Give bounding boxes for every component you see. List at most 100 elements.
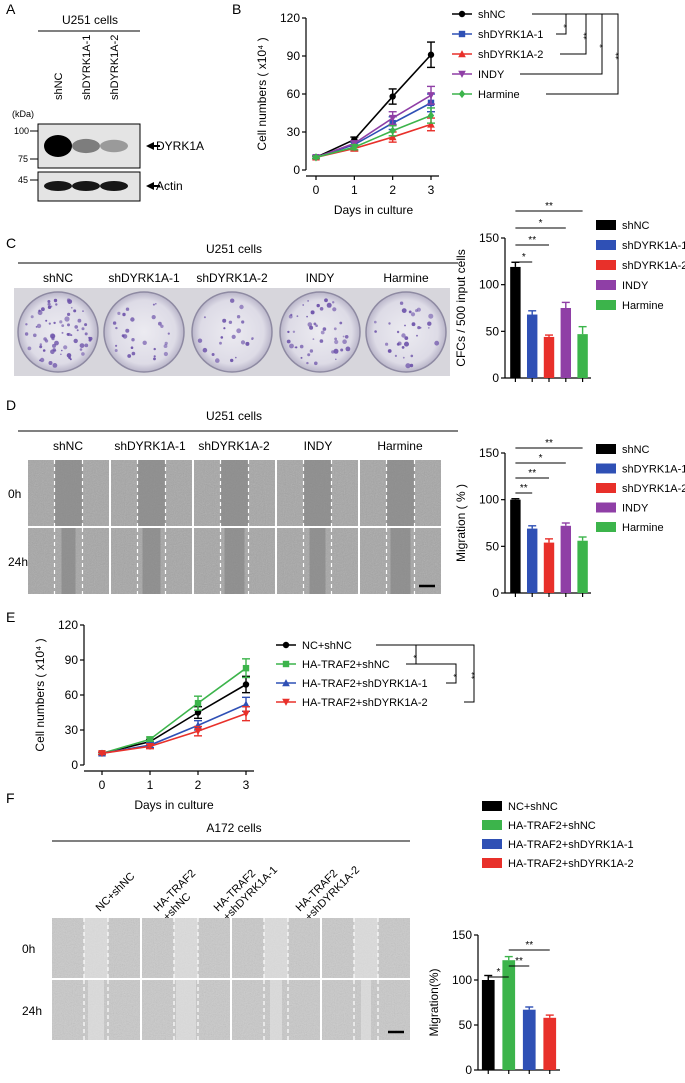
chart-b-y-tick-label: 90 bbox=[287, 49, 301, 63]
chart-e-series-nc-shnc-point bbox=[242, 681, 250, 688]
chart-f-legend-ha-traf2-shnc-swatch bbox=[482, 820, 502, 830]
colony-dot bbox=[24, 332, 29, 336]
colony-dot bbox=[41, 307, 45, 312]
colony-dot bbox=[33, 333, 37, 338]
colony-dot bbox=[211, 353, 215, 356]
chart-b-x-axis-label: Days in culture bbox=[334, 203, 414, 217]
micro-col-label-shdyrk1a-2: shDYRK1A-2 bbox=[198, 439, 270, 453]
micrograph-shdyrk1a-2-0h-wound-gap bbox=[220, 460, 249, 526]
colony-dot bbox=[245, 341, 250, 346]
chart-d-significance-mark: * bbox=[539, 453, 543, 464]
colony-dot bbox=[77, 318, 82, 323]
band-dyrk1a-shdyrk1a-1 bbox=[72, 138, 100, 154]
colony-dot bbox=[222, 318, 227, 323]
chart-e-significance-mark: * bbox=[412, 654, 422, 658]
chart-d-legend-indy-swatch bbox=[596, 502, 616, 513]
dish-label-indy: INDY bbox=[306, 271, 335, 285]
colony-dot bbox=[127, 354, 132, 358]
colony-dot bbox=[219, 341, 222, 345]
chart-d-significance-mark: ** bbox=[520, 483, 528, 494]
colony-dot bbox=[59, 320, 63, 324]
colony-dot bbox=[47, 305, 52, 309]
colony-dot bbox=[251, 338, 253, 341]
chart-e-series-ha-traf2-shdyrk1a-2-point bbox=[242, 710, 250, 718]
micrograph-ha-traf2-shdyrk1a-2-0h-wound-gap bbox=[354, 918, 378, 978]
micro-col-label-harmine: Harmine bbox=[377, 439, 423, 453]
colony-dot bbox=[299, 344, 304, 349]
colony-dot bbox=[404, 336, 409, 340]
colony-dot bbox=[66, 298, 71, 302]
colony-dot bbox=[27, 346, 32, 351]
chart-c-legend-harmine-swatch bbox=[596, 300, 616, 310]
colony-dot bbox=[153, 355, 156, 358]
chart-b-significance-mark: * bbox=[562, 24, 572, 28]
colony-dot bbox=[306, 315, 308, 318]
band-actin-shdyrk1a-1 bbox=[72, 181, 100, 191]
chart-e-series-ha-traf2-shdyrk1a-1-point bbox=[242, 700, 250, 708]
colony-dot bbox=[38, 309, 41, 312]
chart-d-bar-shnc bbox=[510, 499, 521, 593]
colony-dot bbox=[39, 345, 43, 349]
colony-dot bbox=[79, 343, 85, 348]
colony-dot bbox=[215, 358, 220, 363]
colony-dot bbox=[61, 349, 63, 352]
colony-dot bbox=[319, 339, 324, 343]
chart-e-y-tick-label: 90 bbox=[65, 653, 79, 667]
kda-label: (kDa) bbox=[12, 109, 34, 119]
marker-100: 100 bbox=[14, 126, 29, 136]
chart-b-series-shdyrk1a-2-point bbox=[388, 133, 397, 141]
colony-dot bbox=[130, 317, 135, 322]
chart-e-legend-nc-shnc-label: NC+shNC bbox=[302, 640, 352, 652]
chart-e-cell-growth: 0 30 60 90 120 Cell numbers ( x10⁴ ) 0 1 2 3 Days … bbox=[33, 618, 480, 812]
colony-dot bbox=[84, 343, 89, 348]
colony-dot bbox=[399, 301, 404, 305]
chart-b-y-axis-label: Cell numbers ( x10⁴ ) bbox=[255, 37, 269, 150]
colony-dot bbox=[410, 312, 416, 317]
colony-dot bbox=[67, 312, 71, 316]
colony-dot bbox=[296, 315, 299, 318]
band-label-actin: Actin bbox=[156, 179, 183, 193]
chart-e-series-ha-traf2-shnc-point bbox=[242, 664, 250, 672]
row-label-0h: 0h bbox=[22, 942, 35, 956]
dish-shdyrk1a-1 bbox=[103, 291, 185, 373]
micrograph-indy-0h-wound-gap bbox=[303, 460, 332, 526]
colony-dot bbox=[131, 338, 135, 342]
chart-f-legend-ha-traf2-shdyrk1a-2-swatch bbox=[482, 858, 502, 868]
chart-e-x-tick-label: 0 bbox=[99, 778, 106, 792]
chart-c-bar-shnc bbox=[510, 266, 521, 378]
micrograph-ha-traf2-shnc-0h-wound-gap bbox=[174, 918, 198, 978]
row-label-0h: 0h bbox=[8, 487, 21, 501]
colony-dot bbox=[115, 326, 118, 330]
colony-dot bbox=[401, 308, 407, 313]
chart-d-legend-shdyrk1a-1-label: shDYRK1A-1 bbox=[622, 464, 685, 476]
colony-dot bbox=[48, 361, 53, 365]
chart-b-legend-shdyrk1a-1-label: shDYRK1A-1 bbox=[478, 29, 543, 41]
chart-f-legend-ha-traf2-shdyrk1a-2-label: HA-TRAF2+shDYRK1A-2 bbox=[508, 858, 634, 870]
chart-d-bar-harmine bbox=[577, 540, 588, 593]
chart-b-x-tick-label: 2 bbox=[389, 183, 396, 197]
colony-dot bbox=[223, 327, 226, 330]
colony-dot bbox=[314, 361, 318, 366]
colony-dot bbox=[163, 344, 168, 348]
colony-dot bbox=[416, 334, 418, 337]
chart-b-series-indy-line bbox=[315, 94, 432, 159]
chart-d-bar-shdyrk1a-2 bbox=[543, 542, 555, 593]
chart-e-x-tick-label: 2 bbox=[195, 778, 202, 792]
chart-b-legend-shnc-marker bbox=[458, 10, 466, 18]
chart-d-legend-shnc-swatch bbox=[596, 444, 616, 454]
colony-dot bbox=[64, 316, 70, 322]
micrograph-harmine-0h-wound-gap bbox=[386, 460, 415, 526]
chart-b-series-shnc-line bbox=[315, 54, 432, 159]
chart-b-series-shdyrk1a-2-point bbox=[427, 120, 435, 128]
colony-dot bbox=[322, 327, 327, 331]
chart-f-y-tick-label: 0 bbox=[465, 1063, 472, 1077]
chart-b-significance-mark: ** bbox=[614, 52, 624, 60]
lane-label-shdyrk1a-2: shDYRK1A-2 bbox=[109, 35, 121, 100]
colony-dot bbox=[112, 321, 117, 325]
chart-f-bar-ha-traf2-shnc bbox=[502, 960, 516, 1070]
band-actin-shdyrk1a-2 bbox=[100, 181, 128, 191]
chart-b-legend-shnc-label: shNC bbox=[478, 9, 506, 21]
colony-dot bbox=[289, 343, 294, 349]
colony-dot bbox=[52, 348, 56, 352]
colony-dot bbox=[125, 328, 130, 333]
